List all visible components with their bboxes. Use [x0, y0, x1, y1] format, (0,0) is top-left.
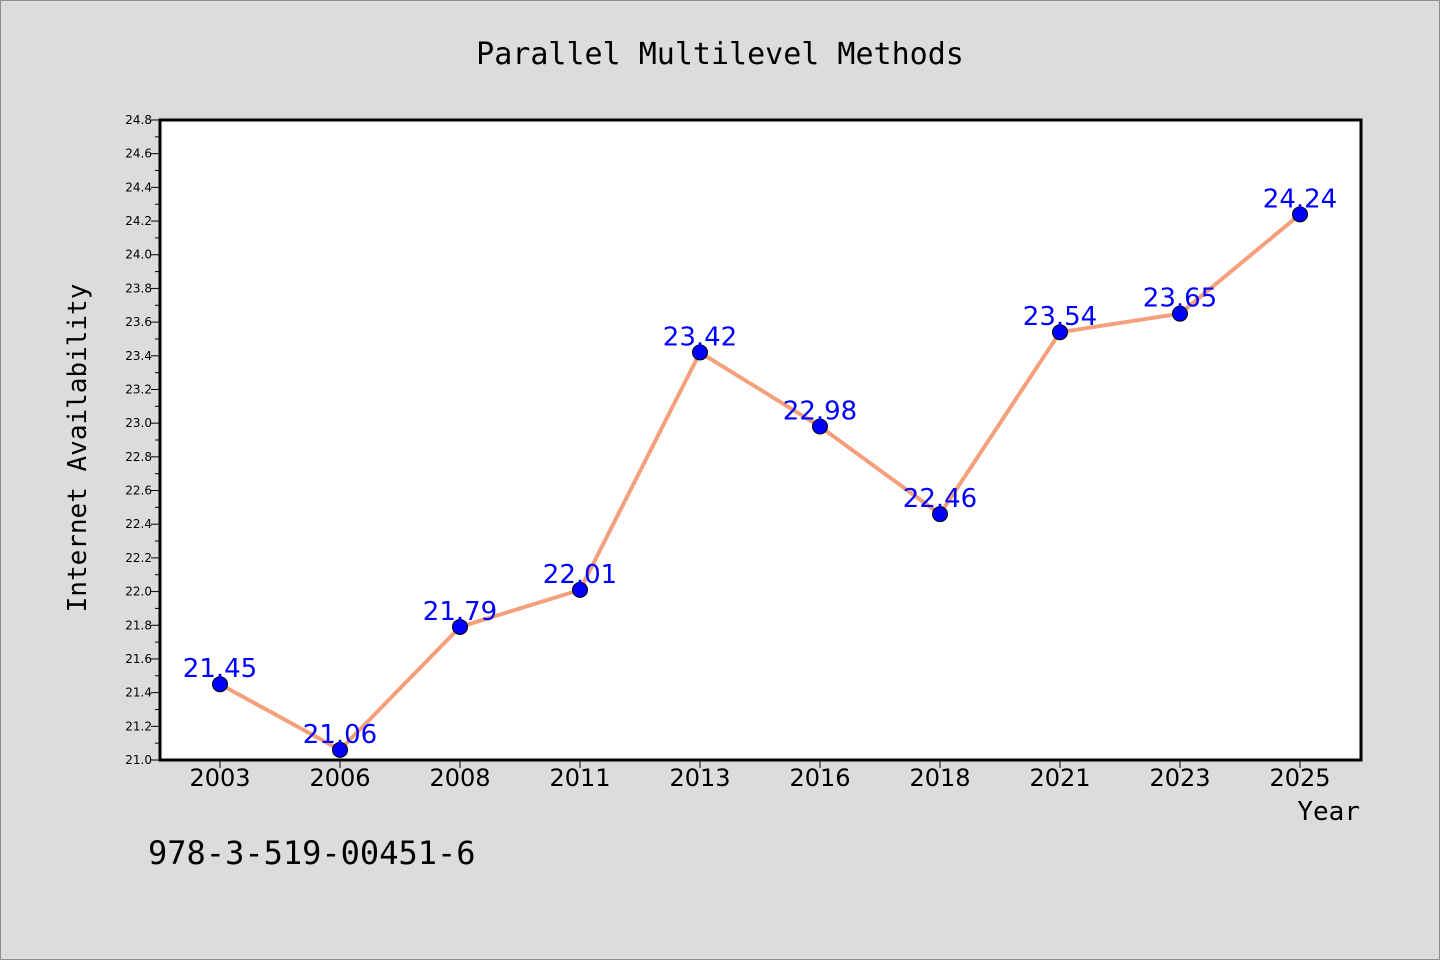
data-point — [812, 418, 828, 435]
data-label: 24.24 — [1263, 184, 1337, 214]
data-point — [332, 741, 348, 758]
data-label: 22.46 — [903, 484, 977, 514]
y-tick-label: 21.8 — [125, 618, 152, 632]
data-label: 23.54 — [1023, 302, 1097, 332]
y-tick-label: 21.2 — [125, 719, 152, 733]
x-tick-label: 2008 — [429, 764, 490, 792]
x-tick-label: 2013 — [669, 764, 730, 792]
y-tick-label: 24.6 — [125, 147, 152, 161]
y-tick-label: 22.0 — [125, 585, 152, 599]
chart-title: Parallel Multilevel Methods — [476, 37, 964, 72]
data-point — [692, 344, 708, 361]
x-tick-label: 2023 — [1149, 764, 1210, 792]
y-tick-label: 24.4 — [125, 180, 152, 194]
data-point — [452, 618, 468, 635]
data-labels: 21.45 21.06 21.79 22.01 23.42 22.98 22.46 23.54… — [183, 184, 1337, 750]
data-label: 23.65 — [1143, 284, 1217, 314]
y-axis-label: Internet Availability — [63, 284, 93, 613]
y-tick-label: 22.4 — [125, 517, 152, 531]
data-label: 22.01 — [543, 560, 617, 590]
y-tick-label: 23.2 — [125, 382, 152, 396]
data-point — [212, 676, 228, 693]
y-tick-label: 22.2 — [125, 551, 152, 565]
y-tick-label: 23.0 — [125, 416, 152, 430]
x-axis: 2003 2006 2008 2011 2013 2016 2018 2021 2023 2025 — [189, 760, 1331, 792]
series-line — [219, 212, 1302, 752]
data-point — [932, 506, 948, 523]
data-label: 21.79 — [423, 597, 497, 627]
data-point — [1172, 305, 1188, 322]
y-tick-label: 22.8 — [125, 450, 152, 464]
data-label: 22.98 — [783, 397, 857, 427]
y-tick-label: 23.4 — [125, 349, 152, 363]
y-tick-label: 22.6 — [125, 484, 152, 498]
y-tick-label: 21.6 — [125, 652, 152, 666]
data-label: 21.06 — [303, 720, 377, 750]
data-label: 23.42 — [663, 322, 737, 352]
x-tick-label: 2003 — [189, 764, 250, 792]
y-tick-label: 23.6 — [125, 315, 152, 329]
y-tick-label: 24.0 — [125, 248, 152, 262]
x-tick-label: 2025 — [1269, 764, 1330, 792]
y-tick-label: 21.0 — [125, 753, 152, 767]
x-tick-label: 2011 — [549, 764, 610, 792]
x-tick-label: 2018 — [909, 764, 970, 792]
data-label: 21.45 — [183, 654, 257, 684]
x-axis-label: Year — [1297, 797, 1360, 827]
y-tick-label: 21.4 — [125, 686, 152, 700]
x-tick-label: 2016 — [789, 764, 850, 792]
data-point — [1292, 206, 1308, 223]
y-axis: 21.0 21.2 21.4 21.6 21.8 22.0 22.2 22.4 22.6 22.8… — [125, 113, 160, 767]
data-point — [1052, 324, 1068, 341]
data-series — [212, 206, 1308, 758]
x-tick-label: 2021 — [1029, 764, 1090, 792]
data-point — [572, 581, 588, 598]
x-tick-label: 2006 — [309, 764, 370, 792]
y-tick-label: 24.8 — [125, 113, 152, 127]
y-tick-label: 23.8 — [125, 281, 152, 295]
y-tick-label: 24.2 — [125, 214, 152, 228]
isbn-annotation: 978-3-519-00451-6 — [148, 834, 476, 872]
plot-area — [158, 118, 1363, 762]
